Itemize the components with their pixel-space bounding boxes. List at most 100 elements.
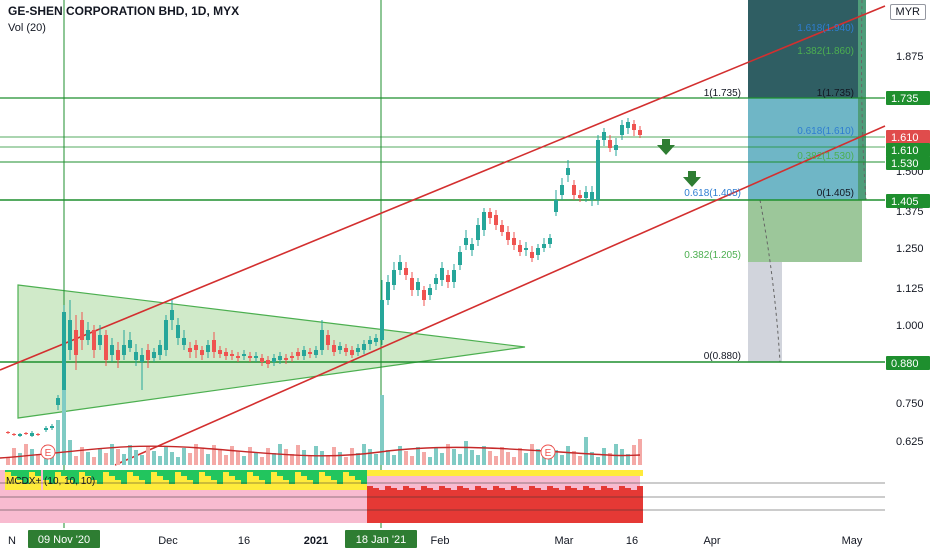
- candle-body[interactable]: [446, 275, 450, 282]
- candle-body[interactable]: [596, 140, 600, 200]
- candle-body[interactable]: [224, 352, 228, 356]
- candle-body[interactable]: [128, 340, 132, 348]
- candle-body[interactable]: [92, 330, 96, 350]
- candle-body[interactable]: [308, 352, 312, 354]
- candle-body[interactable]: [248, 356, 252, 358]
- candle-body[interactable]: [116, 350, 120, 360]
- candle-body[interactable]: [36, 434, 40, 435]
- candle-body[interactable]: [572, 185, 576, 195]
- candle-body[interactable]: [44, 428, 48, 430]
- candle-body[interactable]: [6, 432, 10, 433]
- candle-body[interactable]: [146, 350, 150, 360]
- candle-body[interactable]: [512, 238, 516, 245]
- candle-body[interactable]: [428, 288, 432, 295]
- candle-body[interactable]: [158, 345, 162, 355]
- candle-body[interactable]: [170, 310, 174, 320]
- candle-body[interactable]: [374, 338, 378, 342]
- candle-body[interactable]: [524, 248, 528, 250]
- candle-body[interactable]: [494, 215, 498, 225]
- candle-body[interactable]: [230, 354, 234, 356]
- candle-body[interactable]: [362, 344, 366, 350]
- candle-body[interactable]: [200, 350, 204, 355]
- candle-body[interactable]: [398, 262, 402, 270]
- candle-body[interactable]: [584, 192, 588, 198]
- candle-body[interactable]: [458, 252, 462, 265]
- candle-body[interactable]: [188, 348, 192, 352]
- candle-body[interactable]: [164, 320, 168, 350]
- candle-body[interactable]: [320, 330, 324, 350]
- candle-body[interactable]: [24, 433, 28, 434]
- candle-body[interactable]: [638, 130, 642, 135]
- candle-body[interactable]: [122, 345, 126, 355]
- candle-body[interactable]: [134, 352, 138, 360]
- candle-body[interactable]: [74, 330, 78, 355]
- candle-body[interactable]: [620, 125, 624, 135]
- candle-body[interactable]: [632, 124, 636, 130]
- candle-body[interactable]: [182, 338, 186, 345]
- candle-body[interactable]: [380, 300, 384, 340]
- candle-body[interactable]: [452, 270, 456, 282]
- candle-body[interactable]: [12, 434, 16, 435]
- candle-body[interactable]: [194, 345, 198, 350]
- candle-body[interactable]: [152, 352, 156, 358]
- candle-body[interactable]: [566, 168, 570, 175]
- candle-body[interactable]: [578, 195, 582, 198]
- candle-body[interactable]: [236, 356, 240, 358]
- candle-body[interactable]: [500, 225, 504, 232]
- candle-body[interactable]: [18, 434, 22, 436]
- candle-body[interactable]: [602, 132, 606, 140]
- candle-body[interactable]: [104, 335, 108, 360]
- candle-body[interactable]: [338, 346, 342, 350]
- candle-body[interactable]: [464, 238, 468, 245]
- candle-body[interactable]: [302, 350, 306, 356]
- candle-body[interactable]: [368, 340, 372, 344]
- candle-body[interactable]: [344, 348, 348, 352]
- candle-body[interactable]: [30, 433, 34, 436]
- candle-body[interactable]: [386, 282, 390, 300]
- candle-body[interactable]: [404, 268, 408, 275]
- candle-body[interactable]: [392, 270, 396, 285]
- candle-body[interactable]: [608, 140, 612, 148]
- candle-body[interactable]: [356, 348, 360, 352]
- candle-body[interactable]: [614, 145, 618, 150]
- candle-body[interactable]: [86, 330, 90, 340]
- candle-body[interactable]: [506, 232, 510, 240]
- candle-body[interactable]: [50, 426, 54, 428]
- candle-body[interactable]: [434, 278, 438, 284]
- candle-body[interactable]: [68, 320, 72, 350]
- candle-body[interactable]: [260, 358, 264, 362]
- candle-body[interactable]: [590, 192, 594, 200]
- candle-body[interactable]: [278, 356, 282, 360]
- candle-body[interactable]: [542, 244, 546, 248]
- candle-body[interactable]: [98, 335, 102, 345]
- candle-body[interactable]: [314, 350, 318, 355]
- candle-body[interactable]: [110, 345, 114, 355]
- candle-body[interactable]: [440, 268, 444, 280]
- candle-body[interactable]: [332, 345, 336, 352]
- candle-body[interactable]: [422, 290, 426, 300]
- earnings-icon[interactable]: [40, 444, 56, 460]
- candle-body[interactable]: [290, 356, 294, 358]
- candle-body[interactable]: [476, 225, 480, 240]
- candle-body[interactable]: [482, 212, 486, 230]
- candle-body[interactable]: [242, 354, 246, 356]
- candle-body[interactable]: [560, 185, 564, 195]
- candle-body[interactable]: [416, 282, 420, 290]
- candle-body[interactable]: [176, 325, 180, 338]
- candle-body[interactable]: [266, 360, 270, 364]
- candle-body[interactable]: [536, 248, 540, 255]
- candle-body[interactable]: [488, 212, 492, 218]
- candle-body[interactable]: [470, 244, 474, 250]
- candle-body[interactable]: [56, 398, 60, 405]
- candle-body[interactable]: [80, 320, 84, 340]
- candle-body[interactable]: [530, 252, 534, 258]
- candle-body[interactable]: [62, 312, 66, 395]
- candle-body[interactable]: [284, 358, 288, 360]
- candle-body[interactable]: [326, 335, 330, 345]
- candle-body[interactable]: [518, 245, 522, 252]
- candle-body[interactable]: [272, 358, 276, 362]
- candle-body[interactable]: [410, 278, 414, 290]
- candle-body[interactable]: [554, 200, 558, 212]
- candle-body[interactable]: [218, 350, 222, 354]
